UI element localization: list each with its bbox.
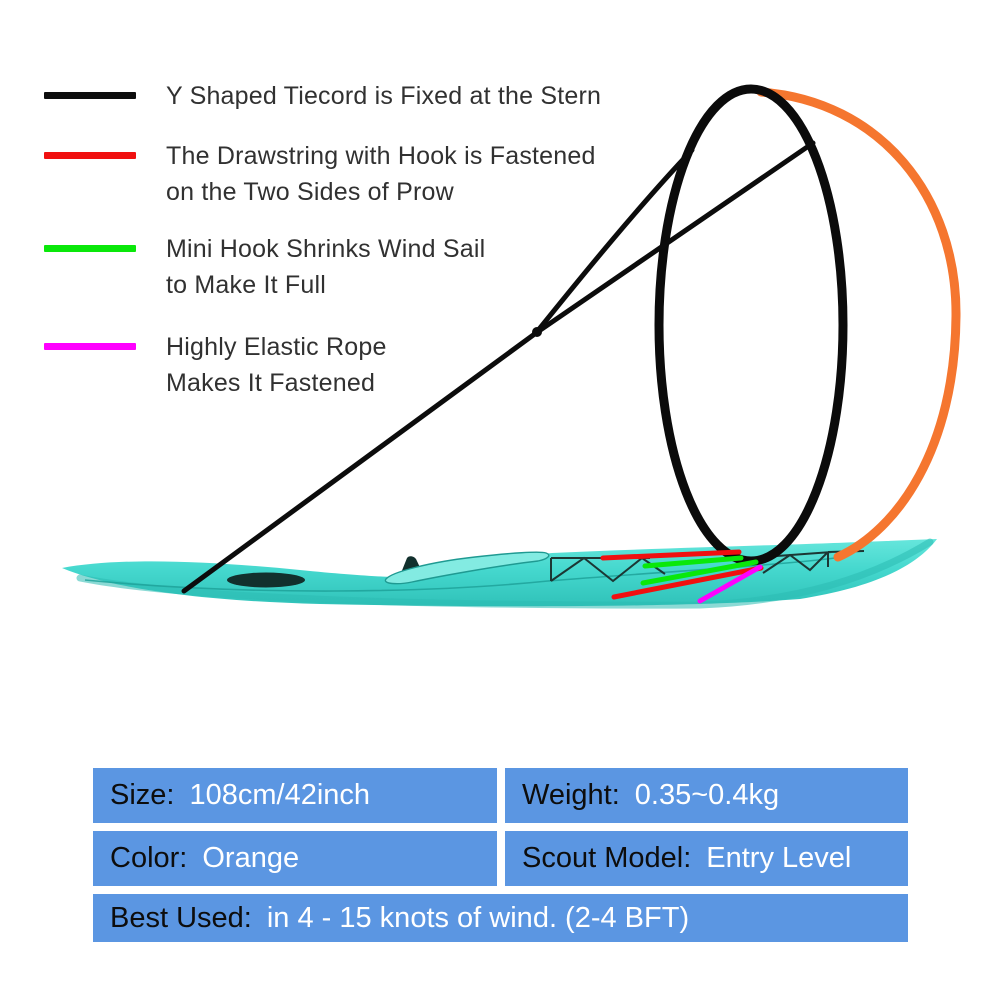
drawstring-upper: [600, 549, 742, 561]
kayak-hull: [62, 539, 937, 607]
legend-item-drawstring: The Drawstring with Hook is Fastened on …: [0, 138, 596, 210]
legend-label: Mini Hook Shrinks Wind Sail: [166, 235, 486, 263]
deck-rigging-right: [762, 550, 865, 574]
legend-label: Highly Elastic Rope: [166, 333, 387, 361]
legend-label: Y Shaped Tiecord is Fixed at the Stern: [166, 82, 602, 110]
spec-value: 0.35~0.4kg: [634, 779, 780, 811]
black-line-swatch: [44, 92, 136, 99]
red-line-swatch: [44, 152, 136, 159]
spec-value: in 4 - 15 knots of wind. (2-4 BFT): [266, 901, 690, 934]
green-line-swatch: [44, 245, 136, 252]
spec-label: Weight:: [522, 779, 620, 811]
sail-hoop-ellipse: [654, 84, 848, 566]
spec-value: 108cm/42inch: [189, 779, 371, 811]
legend-label-line2: Makes It Fastened: [166, 369, 376, 397]
spec-cell-best-used: Best Used: in 4 - 15 knots of wind. (2-4…: [93, 894, 908, 942]
spec-value: Entry Level: [706, 842, 852, 874]
legend-item-tiecord: Y Shaped Tiecord is Fixed at the Stern: [0, 78, 601, 114]
legend-label-line2: on the Two Sides of Prow: [166, 178, 454, 206]
spec-cell-color: Color: Orange: [93, 831, 497, 886]
tiecord-stem: [181, 330, 539, 594]
mini-hook-lower: [640, 559, 759, 586]
spec-label: Scout Model:: [522, 842, 692, 874]
elastic-rope-line: [697, 564, 763, 604]
y-shaped-tiecord-lines: [181, 140, 816, 594]
legend-label: The Drawstring with Hook is Fastened: [166, 142, 596, 170]
tiecord-branch-lower: [533, 140, 816, 336]
sail-fabric-arc: [756, 87, 961, 562]
legend-item-elastic-rope: Highly Elastic Rope Makes It Fastened: [0, 329, 387, 401]
drawstring-lines: [600, 549, 764, 600]
spec-value: Orange: [202, 842, 300, 874]
mini-hook-upper: [642, 555, 744, 569]
mini-hook-lines: [640, 555, 759, 586]
legend-label-line2: to Make It Full: [166, 271, 326, 299]
spec-table: Size: 108cm/42inch Weight: 0.35~0.4kg Co…: [93, 768, 908, 942]
kayak-deck-line: [84, 557, 836, 592]
spec-cell-model: Scout Model: Entry Level: [505, 831, 908, 886]
stern-hatch: [227, 572, 305, 588]
spec-label: Best Used:: [110, 901, 252, 934]
legend-item-mini-hook: Mini Hook Shrinks Wind Sail to Make It F…: [0, 231, 485, 303]
tiecord-branch-upper: [533, 147, 695, 336]
tiecord-knot: [532, 327, 542, 337]
spec-label: Color:: [110, 842, 188, 874]
spec-label: Size:: [110, 779, 175, 811]
magenta-line-swatch: [44, 343, 136, 350]
kayak-illustration: [62, 538, 937, 609]
cockpit-rim: [384, 551, 550, 585]
drawstring-lower: [611, 565, 764, 600]
spec-cell-size: Size: 108cm/42inch: [93, 768, 497, 823]
spec-cell-weight: Weight: 0.35~0.4kg: [505, 768, 908, 823]
